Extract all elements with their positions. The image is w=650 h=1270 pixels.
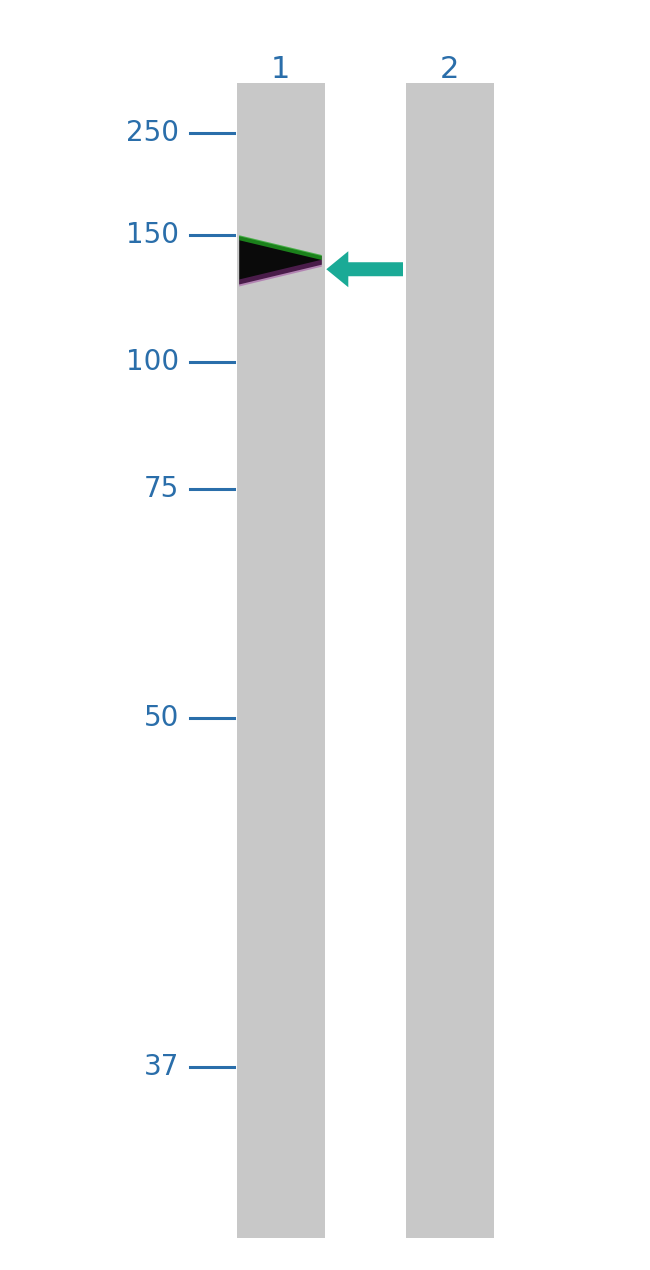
- Text: 37: 37: [144, 1053, 179, 1081]
- Polygon shape: [239, 236, 322, 284]
- Text: 2: 2: [440, 56, 460, 84]
- Text: 250: 250: [125, 119, 179, 147]
- Bar: [237, 83, 325, 1238]
- Text: 150: 150: [125, 221, 179, 249]
- Polygon shape: [239, 235, 322, 260]
- Text: 75: 75: [144, 475, 179, 503]
- Polygon shape: [239, 259, 322, 287]
- Text: 50: 50: [144, 704, 179, 732]
- Text: 100: 100: [125, 348, 179, 376]
- Text: 1: 1: [271, 56, 291, 84]
- FancyArrow shape: [326, 251, 403, 287]
- Bar: [406, 83, 494, 1238]
